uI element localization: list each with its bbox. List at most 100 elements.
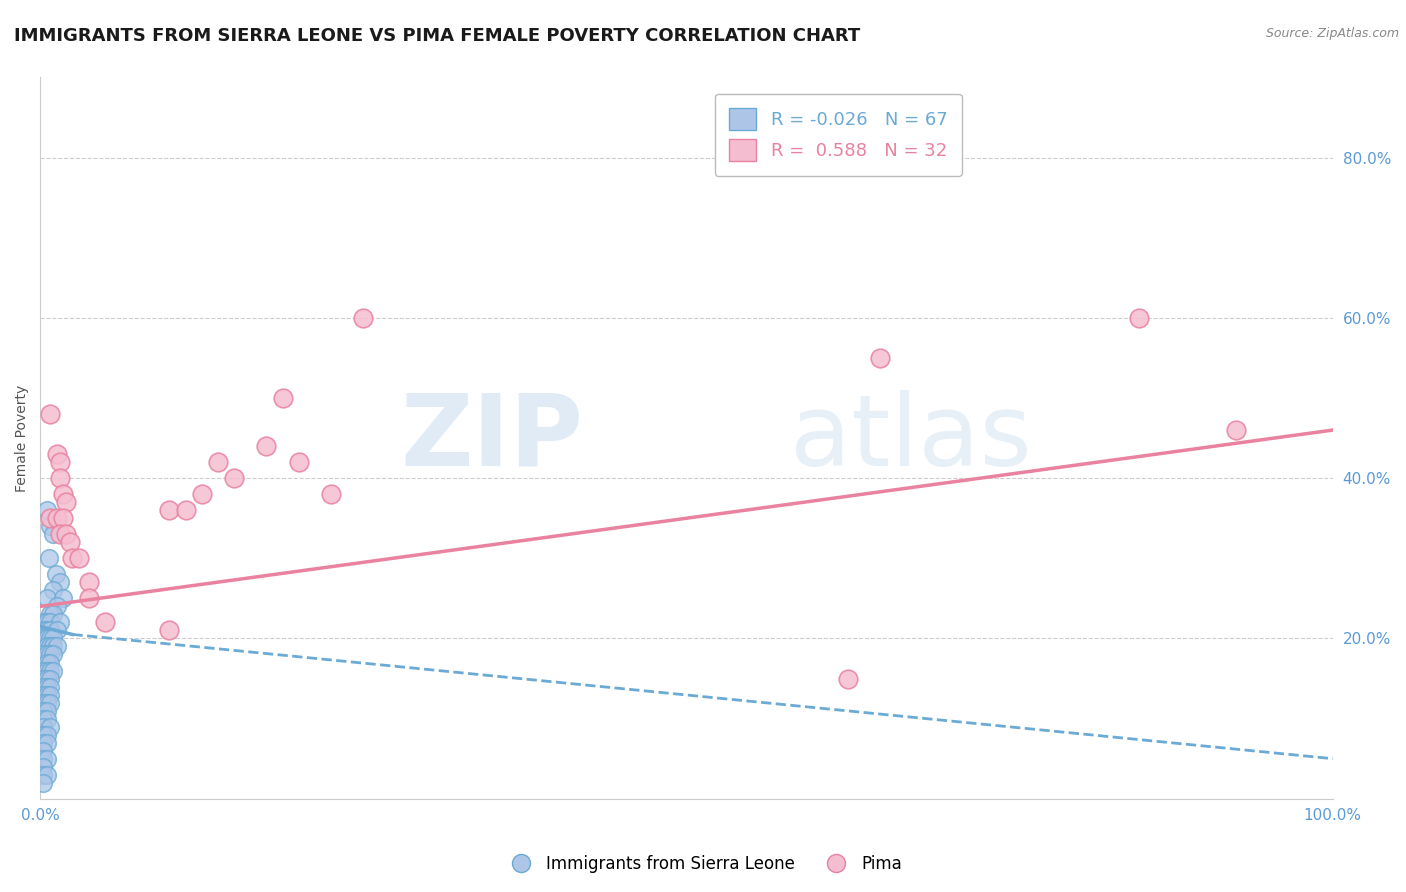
- Point: [35, 680, 58, 694]
- Point: [39, 607, 62, 622]
- Point: [39, 664, 62, 678]
- Point: [271, 391, 294, 405]
- Point: [39, 648, 62, 662]
- Point: [42, 583, 65, 598]
- Point: [48, 471, 70, 485]
- Point: [1225, 423, 1247, 437]
- Point: [207, 455, 229, 469]
- Point: [45, 567, 67, 582]
- Point: [55, 527, 77, 541]
- Point: [32, 615, 55, 630]
- Text: Source: ZipAtlas.com: Source: ZipAtlas.com: [1265, 27, 1399, 40]
- Point: [39, 519, 62, 533]
- Legend: Immigrants from Sierra Leone, Pima: Immigrants from Sierra Leone, Pima: [498, 848, 908, 880]
- Point: [31, 744, 53, 758]
- Point: [77, 575, 100, 590]
- Legend: R = -0.026   N = 67, R =  0.588   N = 32: R = -0.026 N = 67, R = 0.588 N = 32: [714, 94, 962, 176]
- Point: [39, 511, 62, 525]
- Y-axis label: Female Poverty: Female Poverty: [15, 384, 30, 491]
- Point: [31, 680, 53, 694]
- Point: [39, 624, 62, 638]
- Point: [52, 591, 75, 606]
- Point: [254, 439, 277, 453]
- Point: [31, 736, 53, 750]
- Point: [38, 551, 60, 566]
- Point: [35, 728, 58, 742]
- Point: [1128, 310, 1150, 325]
- Point: [77, 591, 100, 606]
- Point: [35, 672, 58, 686]
- Point: [42, 527, 65, 541]
- Point: [35, 704, 58, 718]
- Text: atlas: atlas: [790, 390, 1032, 487]
- Text: ZIP: ZIP: [401, 390, 583, 487]
- Point: [55, 495, 77, 509]
- Point: [157, 624, 180, 638]
- Point: [45, 447, 67, 461]
- Point: [869, 351, 891, 365]
- Point: [48, 575, 70, 590]
- Point: [52, 487, 75, 501]
- Point: [35, 768, 58, 782]
- Point: [319, 487, 342, 501]
- Point: [35, 591, 58, 606]
- Point: [31, 712, 53, 726]
- Point: [45, 640, 67, 654]
- Point: [32, 624, 55, 638]
- Point: [45, 599, 67, 614]
- Point: [287, 455, 309, 469]
- Point: [157, 503, 180, 517]
- Point: [31, 648, 53, 662]
- Point: [31, 704, 53, 718]
- Point: [934, 151, 956, 165]
- Point: [35, 712, 58, 726]
- Point: [31, 672, 53, 686]
- Point: [93, 615, 115, 630]
- Point: [39, 672, 62, 686]
- Text: IMMIGRANTS FROM SIERRA LEONE VS PIMA FEMALE POVERTY CORRELATION CHART: IMMIGRANTS FROM SIERRA LEONE VS PIMA FEM…: [14, 27, 860, 45]
- Point: [45, 624, 67, 638]
- Point: [31, 728, 53, 742]
- Point: [35, 648, 58, 662]
- Point: [35, 640, 58, 654]
- Point: [31, 632, 53, 646]
- Point: [52, 511, 75, 525]
- Point: [39, 656, 62, 670]
- Point: [42, 607, 65, 622]
- Point: [31, 688, 53, 702]
- Point: [39, 615, 62, 630]
- Point: [174, 503, 197, 517]
- Point: [42, 664, 65, 678]
- Point: [67, 551, 90, 566]
- Point: [35, 503, 58, 517]
- Point: [31, 775, 53, 789]
- Point: [39, 688, 62, 702]
- Point: [48, 527, 70, 541]
- Point: [48, 455, 70, 469]
- Point: [35, 624, 58, 638]
- Point: [35, 632, 58, 646]
- Point: [31, 752, 53, 766]
- Point: [39, 640, 62, 654]
- Point: [31, 760, 53, 774]
- Point: [35, 664, 58, 678]
- Point: [222, 471, 245, 485]
- Point: [42, 640, 65, 654]
- Point: [39, 720, 62, 734]
- Point: [190, 487, 212, 501]
- Point: [837, 672, 859, 686]
- Point: [35, 688, 58, 702]
- Point: [39, 407, 62, 421]
- Point: [35, 696, 58, 710]
- Point: [39, 680, 62, 694]
- Point: [35, 656, 58, 670]
- Point: [59, 535, 82, 549]
- Point: [42, 648, 65, 662]
- Point: [35, 736, 58, 750]
- Point: [39, 696, 62, 710]
- Point: [62, 551, 84, 566]
- Point: [31, 664, 53, 678]
- Point: [31, 720, 53, 734]
- Point: [35, 752, 58, 766]
- Point: [35, 615, 58, 630]
